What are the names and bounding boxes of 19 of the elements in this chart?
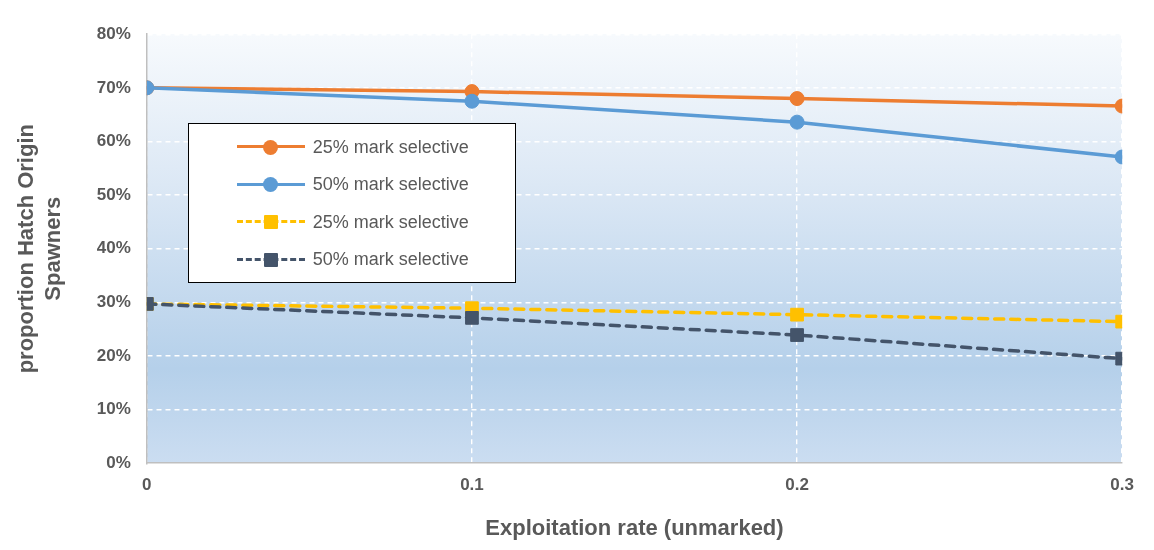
y-tick-label: 80% xyxy=(96,23,131,43)
x-tick-label: 0 xyxy=(142,475,152,495)
x-tick-label: 0.3 xyxy=(1110,475,1134,495)
legend-label: 25% mark selective xyxy=(312,136,469,158)
y-tick-label: 60% xyxy=(96,131,131,151)
y-tick-label: 0% xyxy=(106,452,131,472)
y-tick-label: 20% xyxy=(96,345,131,365)
y-tick-label: 30% xyxy=(96,292,131,312)
legend-label: 50% mark selective xyxy=(312,174,469,196)
y-tick-label: 40% xyxy=(96,238,131,258)
y-tick-label: 50% xyxy=(96,184,131,204)
x-axis-title: Exploitation rate (unmarked) xyxy=(485,514,784,540)
x-tick-label: 0.1 xyxy=(460,475,484,495)
legend-label: 50% mark selective xyxy=(312,249,469,271)
y-axis-title: proportion Hatch Origin Spawners xyxy=(13,124,65,374)
legend-label: 25% mark selective xyxy=(312,211,469,233)
y-tick-label: 10% xyxy=(96,399,131,419)
x-tick-label: 0.2 xyxy=(785,475,809,495)
y-tick-label: 70% xyxy=(96,77,131,97)
